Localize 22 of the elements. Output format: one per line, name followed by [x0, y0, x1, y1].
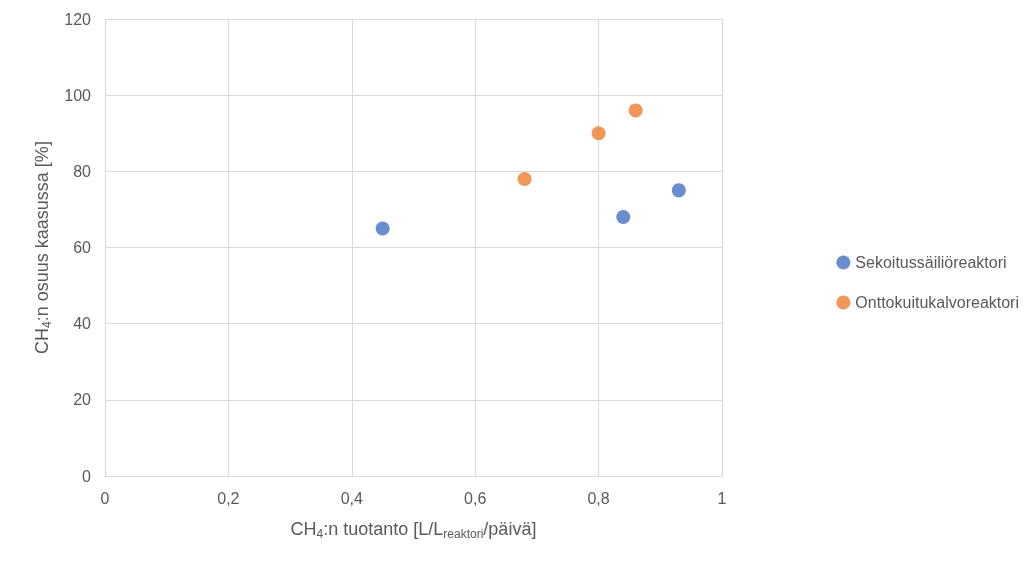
legend-label: Sekoitussäiliöreaktori	[855, 254, 1007, 271]
x-tick-label: 0,8	[587, 489, 610, 507]
legend-label: Onttokuitukalvoreaktori	[855, 294, 1020, 311]
y-axis-title: CH4:n osuus kaasussa [%]	[32, 141, 55, 354]
point	[375, 221, 390, 236]
x-tick-label: 0,6	[464, 489, 487, 507]
point	[591, 126, 606, 141]
y-tick-label: 120	[64, 10, 92, 28]
point	[616, 210, 631, 225]
point	[671, 183, 686, 198]
y-tick-label: 20	[73, 391, 92, 409]
y-tick-label: 80	[73, 162, 92, 180]
x-tick-label: 0,2	[217, 489, 240, 507]
y-tick-label: 60	[73, 239, 92, 256]
y-tick-label: 0	[82, 467, 92, 485]
point	[517, 171, 532, 186]
x-tick-label: 0	[100, 489, 110, 507]
x-tick-label: 1	[717, 489, 727, 507]
y-tick-label: 40	[73, 315, 92, 333]
y-tick-label: 100	[64, 86, 92, 104]
x-tick-label: 0,4	[340, 489, 364, 507]
point	[628, 103, 643, 118]
